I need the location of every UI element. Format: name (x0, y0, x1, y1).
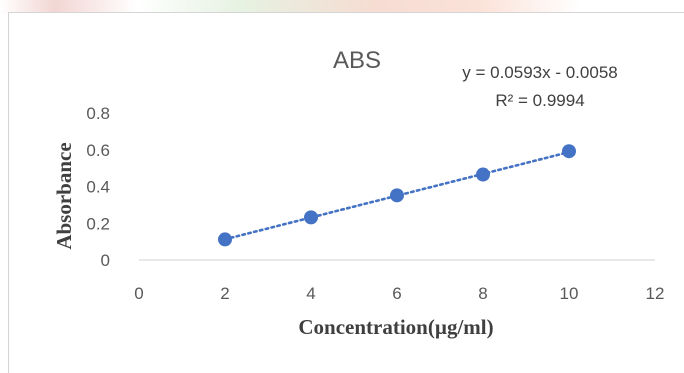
y-tick-label: 0.4 (86, 178, 110, 197)
data-point (562, 144, 576, 159)
chart-frame (8, 12, 684, 373)
x-tick-label: 0 (134, 284, 143, 303)
data-point (476, 167, 490, 182)
y-tick-label: 0.2 (86, 214, 110, 233)
x-tick-label: 2 (220, 284, 229, 303)
y-axis-title: Absorbance (52, 142, 76, 249)
background-strip (0, 0, 684, 14)
x-tick-label: 12 (646, 284, 665, 303)
chart-title: ABS (333, 47, 381, 74)
x-tick-label: 10 (560, 284, 579, 303)
trendline-equation: y = 0.0593x - 0.0058 (462, 63, 617, 82)
x-tick-label: 8 (478, 284, 487, 303)
x-axis-title: Concentration(µg/ml) (298, 315, 493, 339)
y-tick-label: 0.6 (86, 141, 110, 160)
trendline-r-squared: R² = 0.9994 (495, 91, 584, 110)
y-tick-label: 0 (101, 251, 110, 270)
data-point (390, 188, 404, 203)
x-tick-label: 6 (392, 284, 401, 303)
data-point (304, 210, 318, 225)
x-tick-label: 4 (306, 284, 315, 303)
y-tick-label: 0.8 (86, 104, 110, 123)
plot-area: 0 2 4 6 8 10 12 0 0.2 0.4 0.6 0.8 (86, 104, 664, 303)
data-point (218, 232, 232, 247)
